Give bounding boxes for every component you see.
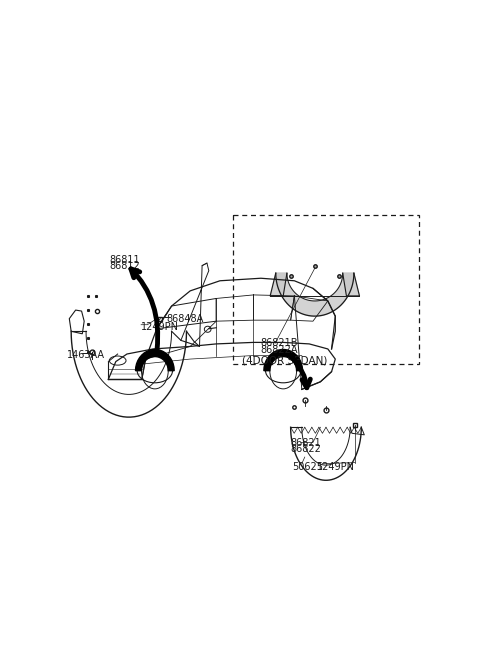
Text: 86812: 86812: [110, 261, 141, 271]
Text: 86822: 86822: [290, 444, 321, 455]
Polygon shape: [270, 273, 287, 296]
Text: 1463AA: 1463AA: [67, 350, 106, 360]
Polygon shape: [276, 273, 354, 316]
Text: 86848A: 86848A: [167, 314, 204, 323]
Text: (4DOOR SEDAN): (4DOOR SEDAN): [241, 356, 327, 365]
Text: 1249PN: 1249PN: [141, 322, 179, 332]
Text: 86821: 86821: [290, 438, 321, 448]
Text: 50625: 50625: [292, 462, 323, 472]
Polygon shape: [264, 350, 302, 371]
Text: 1249PN: 1249PN: [317, 462, 355, 472]
Text: 86811: 86811: [110, 255, 141, 265]
Text: 86821B: 86821B: [260, 338, 298, 348]
Polygon shape: [343, 273, 360, 296]
Bar: [233, 215, 419, 364]
Text: 86822A: 86822A: [260, 346, 298, 356]
Polygon shape: [135, 350, 174, 371]
